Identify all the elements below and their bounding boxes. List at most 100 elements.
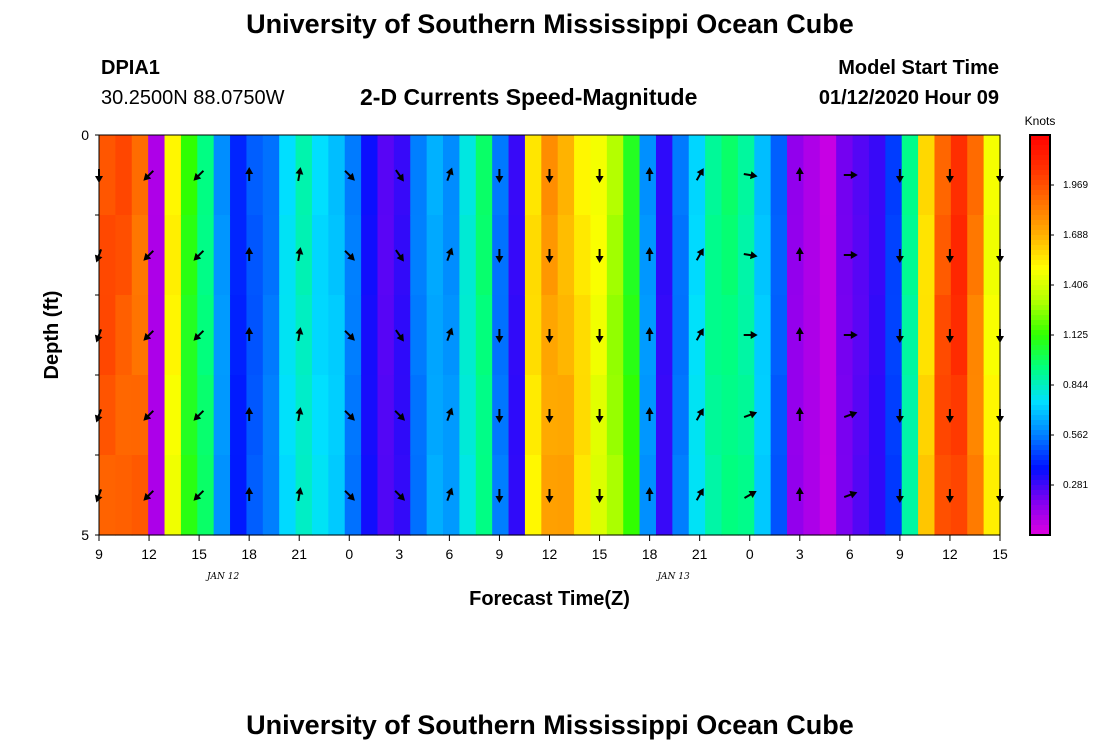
colorbar-segment <box>1030 185 1050 191</box>
colorbar-segment <box>1030 400 1050 406</box>
current-vector <box>645 167 654 181</box>
heatmap-cell <box>492 295 510 376</box>
colorbar-segment <box>1030 335 1050 341</box>
colorbar-segment <box>1030 205 1050 211</box>
heatmap-cell <box>230 455 248 536</box>
heatmap-cell <box>950 295 968 376</box>
current-vector <box>595 409 604 423</box>
heatmap-cell <box>459 215 477 296</box>
heatmap-cell <box>262 375 280 456</box>
current-vector <box>495 489 504 503</box>
heatmap-cell <box>295 375 313 456</box>
current-vector <box>945 249 954 263</box>
current-vector <box>945 169 954 183</box>
heatmap-cell <box>475 455 493 536</box>
heatmap-cell <box>459 375 477 456</box>
heatmap-cell <box>246 215 264 296</box>
heatmap-cell <box>885 215 903 296</box>
heatmap-cell <box>885 455 903 536</box>
current-vector <box>395 169 404 182</box>
current-vector <box>143 170 155 181</box>
heatmap-cell <box>508 295 526 376</box>
current-vector <box>545 329 554 343</box>
heatmap-cell <box>950 375 968 456</box>
heatmap-cell <box>868 375 886 456</box>
heatmap-cell <box>377 215 395 296</box>
heatmap-cell <box>443 455 460 536</box>
heatmap-cell <box>131 455 149 536</box>
colorbar-segment <box>1030 245 1050 251</box>
heatmap-cell <box>557 135 575 216</box>
heatmap-cell <box>492 375 510 456</box>
x-tick-label: 9 <box>95 546 103 562</box>
heatmap-cell <box>311 375 329 456</box>
heatmap-cell <box>655 295 673 376</box>
heatmap-cell <box>377 295 395 376</box>
heatmap-cell <box>213 375 231 456</box>
heatmap-cell <box>311 455 329 536</box>
station-id: DPIA1 <box>101 57 160 79</box>
heatmap-cell <box>262 135 280 216</box>
current-vector <box>394 410 405 421</box>
colorbar-segment <box>1030 500 1050 506</box>
model-start-time: 01/12/2020 Hour 09 <box>818 87 999 109</box>
colorbar-segment <box>1030 490 1050 496</box>
current-vector <box>193 170 205 181</box>
colorbar-segment <box>1030 385 1050 391</box>
heatmap-cell <box>754 295 772 376</box>
colorbar-segment <box>1030 460 1050 466</box>
colorbar-segment <box>1030 290 1050 296</box>
heatmap-cell <box>131 295 149 376</box>
heatmap-cell <box>197 375 215 456</box>
heatmap-cell <box>99 295 116 376</box>
current-vector <box>446 487 454 501</box>
heatmap-cell <box>557 295 575 376</box>
heatmap-cell <box>639 375 657 456</box>
colorbar-segment <box>1030 220 1050 226</box>
colorbar-segment <box>1030 425 1050 431</box>
heatmap-cell <box>492 215 510 296</box>
heatmap-cell <box>623 375 641 456</box>
heatmap-cell <box>426 455 444 536</box>
heatmap-cell <box>115 135 133 216</box>
x-tick-label: 15 <box>992 546 1008 562</box>
current-vector <box>245 327 254 341</box>
current-vector <box>695 408 704 421</box>
current-vector <box>143 330 155 341</box>
heatmap-cell <box>623 215 641 296</box>
colorbar-segment <box>1030 200 1050 206</box>
current-vector <box>945 489 954 503</box>
heatmap-cell <box>868 295 886 376</box>
heatmap-cell <box>131 135 149 216</box>
current-vector <box>996 329 1004 343</box>
heatmap-cell <box>688 295 706 376</box>
heatmap-cell <box>901 455 919 536</box>
heatmap-cell <box>197 215 215 296</box>
current-vector <box>595 489 604 503</box>
heatmap-cell <box>606 295 624 376</box>
heatmap-cell <box>836 455 854 536</box>
current-vector <box>996 489 1004 503</box>
colorbar-segment <box>1030 265 1050 271</box>
heatmap-cell <box>311 135 329 216</box>
colorbar-segment <box>1030 525 1050 531</box>
heatmap-cell <box>983 215 1001 296</box>
colorbar-segment <box>1030 195 1050 201</box>
current-vector <box>193 250 205 261</box>
current-vector <box>743 171 758 180</box>
current-vector <box>295 167 304 182</box>
current-vector <box>495 249 504 263</box>
colorbar-segment <box>1030 475 1050 481</box>
current-vector <box>795 487 804 501</box>
current-vector <box>795 247 804 261</box>
colorbar-segment <box>1030 330 1050 336</box>
heatmap-cell <box>655 135 673 216</box>
current-vector <box>395 249 404 262</box>
colorbar-segment <box>1030 360 1050 366</box>
colorbar-segment <box>1030 435 1050 441</box>
heatmap-cell <box>803 215 821 296</box>
current-vector <box>645 247 654 261</box>
heatmap-cell <box>508 375 526 456</box>
heatmap-cell <box>311 295 329 376</box>
colorbar-segment <box>1030 440 1050 446</box>
